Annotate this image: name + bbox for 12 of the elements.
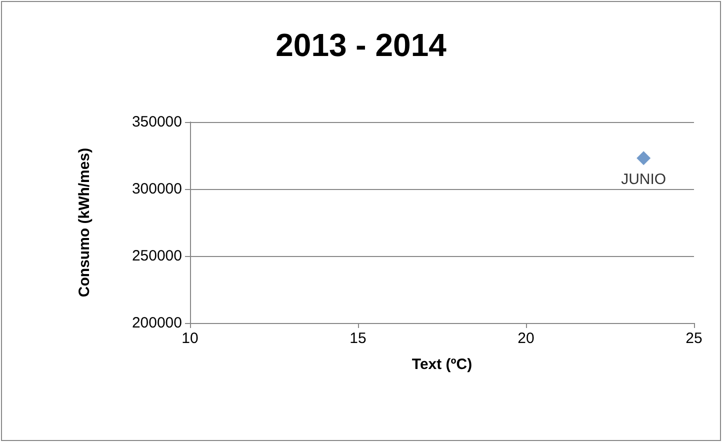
y-tick-label: 350000 xyxy=(132,114,182,130)
x-tick-label: 25 xyxy=(686,330,702,347)
y-tick-label: 300000 xyxy=(132,180,182,198)
x-tick-label: 15 xyxy=(350,330,366,347)
y-tick-label: 200000 xyxy=(132,314,182,332)
y-tick-label: 250000 xyxy=(132,248,182,264)
chart-title: 2013 - 2014 xyxy=(276,27,447,63)
annotation: JUNIO xyxy=(621,171,666,188)
x-tick-label: 10 xyxy=(182,330,198,347)
x-axis-title: Text (ºC) xyxy=(412,356,472,373)
y-axis-title: Consumo (kWh/mes) xyxy=(76,148,93,298)
x-tick-label: 20 xyxy=(518,330,534,347)
